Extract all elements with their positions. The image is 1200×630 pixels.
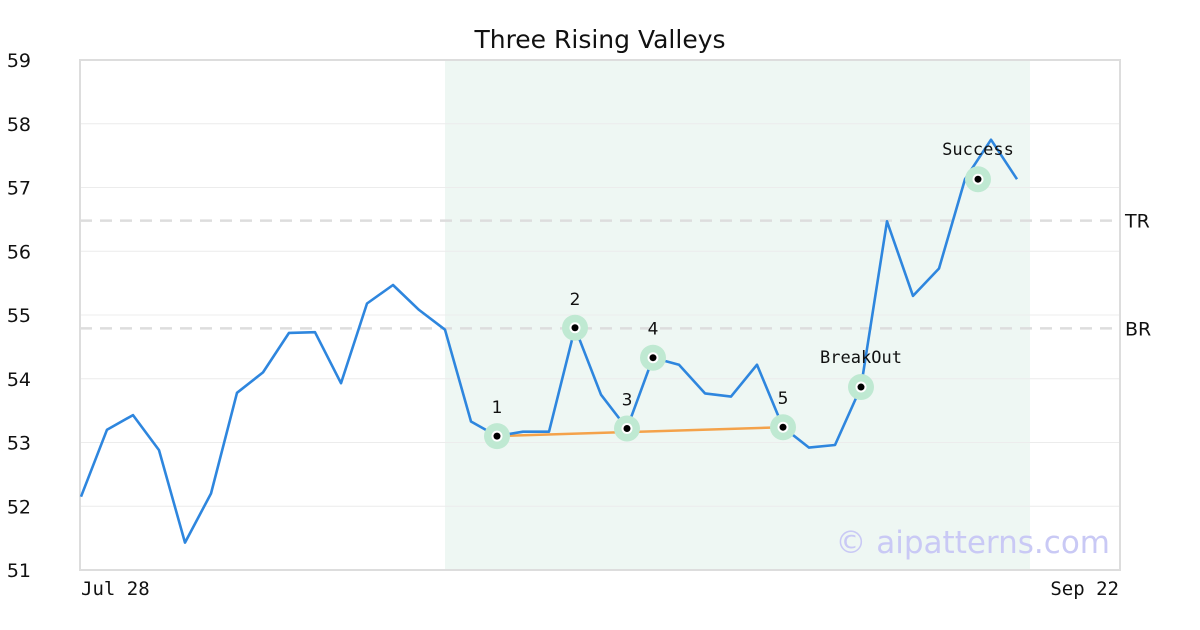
y-tick-label: 54 (7, 369, 31, 391)
point-label-5: 5 (778, 389, 789, 409)
trendline (496, 425, 784, 438)
point-label-4: 4 (648, 320, 659, 340)
x-tick-label: Sep 22 (1050, 578, 1119, 600)
annotations: BreakOut Success (820, 140, 1014, 401)
point-3-dot (623, 424, 631, 432)
level-label-tr: TR (1124, 211, 1150, 233)
point-label-1: 1 (492, 398, 503, 418)
y-tick-label: 57 (7, 178, 31, 200)
x-axis-ticks: Jul 28 Sep 22 (81, 578, 1119, 600)
y-tick-label: 56 (7, 241, 31, 263)
watermark: © aipatterns.com (835, 525, 1110, 561)
y-tick-label: 51 (7, 560, 31, 582)
level-label-br: BR (1125, 318, 1151, 340)
point-label-3: 3 (622, 390, 633, 410)
y-tick-label: 55 (7, 305, 31, 327)
y-tick-label: 52 (7, 496, 31, 518)
annotation-label-success: Success (942, 140, 1014, 160)
plot-frame (79, 59, 1121, 571)
point-1-dot (493, 432, 501, 440)
point-label-2: 2 (570, 290, 581, 310)
point-4-dot (649, 354, 657, 362)
annotation-label-breakout: BreakOut (820, 348, 902, 368)
y-tick-label: 53 (7, 433, 31, 455)
annotation-breakout-dot (857, 383, 865, 391)
pattern-points: 1 2 3 4 5 (484, 290, 796, 450)
chart-title: Three Rising Valleys (473, 25, 725, 54)
annotation-success-dot (974, 175, 982, 183)
y-axis-ticks: 51 52 53 54 55 56 57 58 59 (7, 50, 31, 582)
x-tick-label: Jul 28 (81, 578, 150, 600)
horizontal-levels: TR BR (80, 211, 1151, 340)
y-tick-label: 58 (7, 114, 31, 136)
valley-trendline (496, 425, 784, 438)
y-tick-label: 59 (7, 50, 31, 72)
point-2-dot (571, 324, 579, 332)
point-5-dot (779, 423, 787, 431)
